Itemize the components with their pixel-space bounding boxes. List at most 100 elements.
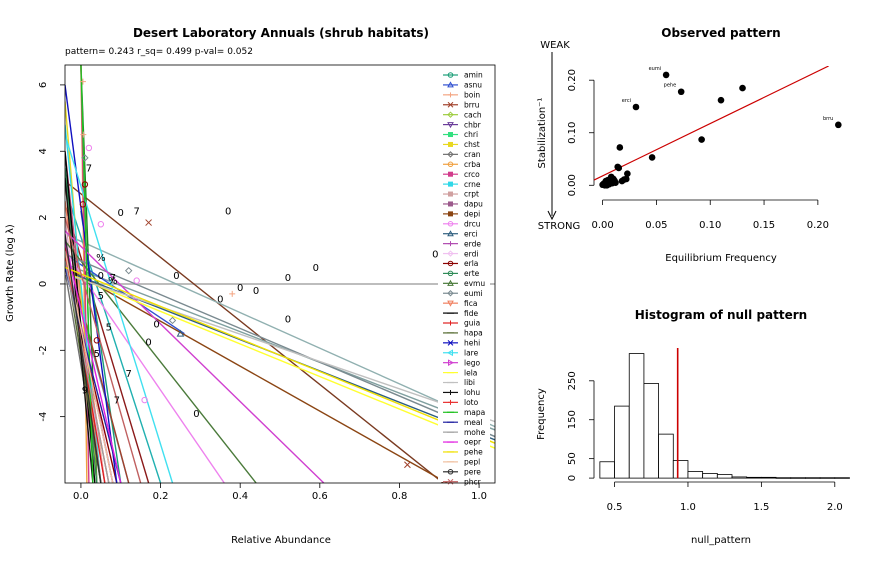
series-line-pere (65, 234, 102, 483)
histogram-yticks: 0 50 150 250 (567, 371, 595, 481)
legend-marker (448, 201, 453, 207)
fit-line-group (594, 66, 829, 181)
y-tick-label: -2 (38, 345, 49, 355)
legend-label-crba: crba (464, 160, 481, 169)
x-tick-label: 0.20 (807, 220, 829, 231)
observed-point (698, 136, 705, 143)
series-line-fide (65, 151, 96, 483)
strong-annotation: STRONG (538, 221, 581, 232)
histogram-bar (805, 477, 821, 479)
legend-marker (447, 122, 454, 129)
legend-label-eumi: eumi (464, 289, 483, 298)
series-line-lela (65, 271, 495, 449)
y-tick-label: 150 (567, 410, 578, 429)
histogram-ylabel: Frequency (536, 388, 547, 440)
x-tick-label: 0.00 (591, 220, 613, 231)
series-point-drcu (133, 277, 140, 284)
growth-rate-ylabel: Growth Rate (log λ) (5, 224, 16, 322)
legend-label-loto: loto (464, 398, 479, 407)
observed-point (835, 121, 842, 129)
series-line-pehe (65, 266, 495, 444)
series-line-lego (65, 230, 325, 483)
series-point-brru (145, 219, 152, 226)
text-mark: % (96, 253, 106, 264)
legend-marker (447, 161, 454, 168)
legend-label-chst: chst (464, 140, 480, 149)
histogram-bar (658, 433, 674, 479)
histogram-bar (775, 477, 792, 479)
legend-label-chri: chri (464, 130, 478, 139)
histogram-xlabel: null_pattern (691, 535, 751, 546)
series-point-boin (229, 290, 236, 297)
legend-label-chbr: chbr (464, 120, 482, 129)
series-point-boin (79, 78, 86, 85)
legend-label-cach: cach (464, 110, 482, 119)
legend-marker (447, 101, 454, 108)
text-mark: 0 (313, 263, 319, 274)
observed-pattern-yticks: 0.00 0.10 0.20 (567, 69, 595, 196)
legend-marker (448, 211, 453, 217)
legend-marker (447, 81, 454, 88)
legend-label-erte: erte (464, 269, 480, 278)
series-line-lare (65, 134, 174, 483)
series-point-eumi (168, 316, 177, 325)
legend-marker (447, 290, 454, 297)
x-tick-label: 0.8 (391, 491, 407, 502)
series-line (65, 263, 495, 431)
series-point-erla (79, 201, 87, 208)
legend-marker (447, 221, 454, 227)
text-mark: 0 (237, 283, 243, 294)
y-tick-label: 0 (567, 475, 578, 481)
observed-point (612, 179, 619, 186)
histogram-bar (760, 476, 777, 479)
legend-label-cran: cran (464, 150, 481, 159)
legend-label-brru: brru (464, 100, 480, 109)
histogram-bar (834, 477, 850, 479)
observed-point (632, 103, 640, 111)
legend-label-hehi: hehi (464, 339, 480, 348)
growth-rate-yticks: -4 -2 0 2 4 6 (38, 82, 65, 422)
observed-point (717, 96, 725, 104)
observed-pattern-ylabel: Stabilization⁻¹ (537, 98, 548, 169)
legend-marker (447, 72, 454, 78)
y-tick-label: 0.20 (567, 69, 578, 91)
text-mark: 0 (432, 250, 438, 261)
text-mark: % (108, 276, 118, 287)
observed-point-labels: eumi pehe erci brru (622, 66, 834, 122)
legend: aminasnuboinbrrucachchbrchrichstcrancrba… (438, 68, 490, 486)
histogram-bar (702, 473, 718, 479)
series-point-erci (176, 329, 185, 337)
y-tick-label: 0.10 (567, 122, 578, 144)
histogram-bar (687, 471, 704, 479)
growth-rate-panel: Desert Laboratory Annuals (shrub habitat… (5, 26, 496, 546)
legend-marker (446, 349, 453, 357)
histogram-bar (819, 477, 836, 479)
legend-marker (448, 399, 453, 405)
text-mark: 7 (133, 206, 139, 217)
legend-marker (448, 389, 453, 395)
weak-annotation: WEAK (540, 40, 570, 51)
text-mark: 9 (82, 386, 88, 397)
histogram-bars (599, 353, 850, 479)
legend-label-lego: lego (464, 358, 480, 367)
series-point-drcu (85, 144, 93, 152)
observed-point (624, 170, 631, 178)
text-mark: 7 (110, 273, 116, 284)
observed-pattern-panel: Observed pattern Equilibrium Frequency S… (537, 26, 842, 264)
legend-label-asnu: asnu (464, 81, 482, 90)
x-tick-label: 0.6 (312, 491, 328, 502)
y-tick-label: 50 (567, 452, 578, 465)
histogram-bar (790, 477, 806, 479)
growth-rate-title: Desert Laboratory Annuals (shrub habitat… (133, 26, 429, 40)
legend-label-erci: erci (464, 229, 478, 238)
text-mark: 0 (173, 271, 179, 282)
legend-marker (448, 241, 453, 247)
text-mark: 0 (153, 319, 159, 330)
legend-marker (448, 181, 453, 187)
x-tick-label: 0.5 (607, 502, 623, 513)
y-tick-label: 2 (38, 214, 49, 220)
series-line (65, 187, 162, 483)
series-point-boin (80, 131, 87, 138)
legend-marker (447, 270, 454, 277)
